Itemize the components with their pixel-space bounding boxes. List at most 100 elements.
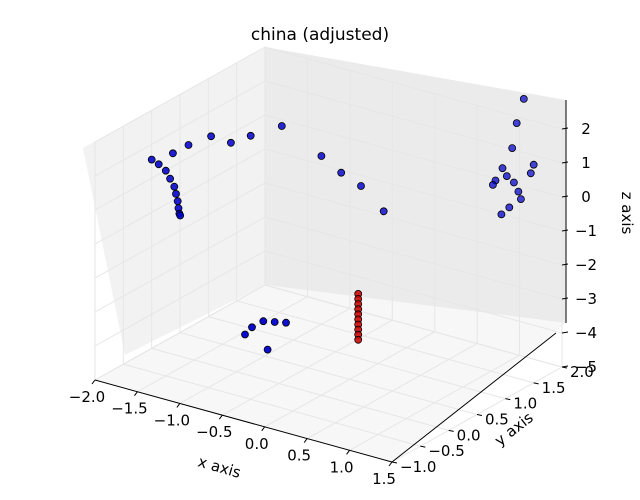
z-axis-label: z axis <box>618 192 636 235</box>
tick-mark <box>476 414 483 416</box>
floor-pane <box>95 285 566 462</box>
scatter-point <box>172 189 180 198</box>
y-tick-label: 1.0 <box>513 395 537 413</box>
scatter-point <box>512 119 521 127</box>
scatter-point <box>502 172 511 181</box>
tick-mark <box>561 127 569 130</box>
tick-mark <box>218 414 223 420</box>
scatter-point <box>317 152 326 160</box>
tick-mark <box>420 445 426 448</box>
scatter-point <box>147 155 156 164</box>
scatter-point <box>282 318 290 327</box>
z-grid-back <box>264 182 563 266</box>
tick-mark <box>561 161 569 164</box>
tick-mark <box>388 461 393 467</box>
grid-lines <box>94 46 563 463</box>
z-tick-label: 1 <box>581 154 591 172</box>
scatter-point <box>354 335 363 344</box>
tick-mark <box>303 438 308 443</box>
x-axis-line <box>94 379 393 463</box>
z-tick-label: −5 <box>575 358 597 376</box>
scatter-point <box>510 178 518 187</box>
scatter-point <box>248 323 256 332</box>
z-grid-left <box>94 284 266 381</box>
z-grid-back <box>264 148 563 232</box>
y-grid-floor <box>236 300 534 384</box>
scatter-point <box>263 345 272 354</box>
tick-mark <box>176 403 181 408</box>
z-grid-left <box>94 114 266 211</box>
scatter-point <box>161 166 170 175</box>
tick-mark <box>91 379 96 385</box>
scatter-point <box>207 132 216 141</box>
chart-title: china (adjusted) <box>251 25 389 45</box>
y-grid-floor <box>123 363 421 447</box>
y-tick-label: 1.5 <box>542 379 566 397</box>
scatter-point <box>337 168 346 177</box>
y-tick-label: −1.0 <box>400 458 436 476</box>
x-tick-label: −0.5 <box>196 423 232 441</box>
scatter-point <box>526 169 535 178</box>
scatter-point <box>168 149 177 158</box>
z-grid-left <box>94 80 266 177</box>
x-tick-label: −1.0 <box>154 411 190 429</box>
scatter-point <box>246 131 255 140</box>
scatter-point <box>519 95 528 103</box>
z-grid-back <box>264 216 563 300</box>
y-tick-label: 0.5 <box>485 411 509 429</box>
y-grid-floor <box>179 332 478 415</box>
z-tick-label: −1 <box>575 222 597 240</box>
z-tick-label: −3 <box>575 290 597 308</box>
z-grid-back <box>264 284 563 368</box>
z-tick-label: 0 <box>581 188 591 206</box>
scatter-point <box>498 164 507 173</box>
tick-labels: −2.0−1.5−1.0−0.50.00.51.01.5−1.0−0.50.00… <box>69 120 597 488</box>
tick-mark <box>561 365 569 368</box>
scatter-point <box>184 141 193 149</box>
back-pane <box>265 47 566 323</box>
x-tick-label: 1.5 <box>372 470 396 488</box>
tick-mark <box>561 195 569 198</box>
scatter-point <box>173 197 182 206</box>
tick-mark <box>561 229 569 232</box>
y-tick-label: 2.0 <box>570 363 594 381</box>
scatter-point <box>357 182 365 190</box>
scatter-point <box>226 138 235 147</box>
y-tick-label: 0.0 <box>457 426 481 444</box>
z-grid-left <box>94 216 266 313</box>
scatter-point <box>529 160 538 169</box>
z-grid-back <box>264 250 563 334</box>
data-points <box>147 95 538 354</box>
z-tick-label: −4 <box>575 324 597 342</box>
scatter-point <box>270 318 279 326</box>
scatter-point <box>154 160 163 169</box>
scatter-point <box>170 182 179 191</box>
scatter-point <box>497 210 506 219</box>
tick-mark <box>505 398 511 401</box>
tick-mark <box>533 382 539 385</box>
x-tick-label: 1.0 <box>330 458 354 476</box>
tick-mark <box>346 449 350 455</box>
y-grid-floor <box>151 347 449 431</box>
y-tick-label: −0.5 <box>428 442 464 460</box>
tick-mark <box>561 331 569 334</box>
z-grid-left <box>94 250 266 347</box>
tick-mark <box>391 461 398 464</box>
x-tick-label: 0.0 <box>245 435 269 453</box>
scatter-point <box>176 211 185 220</box>
tick-mark <box>134 391 138 397</box>
scatter-point <box>517 195 525 204</box>
y-grid-floor <box>208 316 506 400</box>
scatter-point <box>514 187 523 196</box>
tick-mark <box>561 263 569 266</box>
z-grid-back <box>264 46 563 130</box>
tick-mark <box>261 426 266 432</box>
tick-mark <box>561 297 569 300</box>
scatter-point <box>488 180 497 189</box>
x-tick-label: 0.5 <box>287 447 311 465</box>
tick-mark <box>448 429 454 432</box>
scatter-point <box>277 122 286 130</box>
scatter-point <box>259 317 268 326</box>
scatter-point <box>508 144 517 153</box>
